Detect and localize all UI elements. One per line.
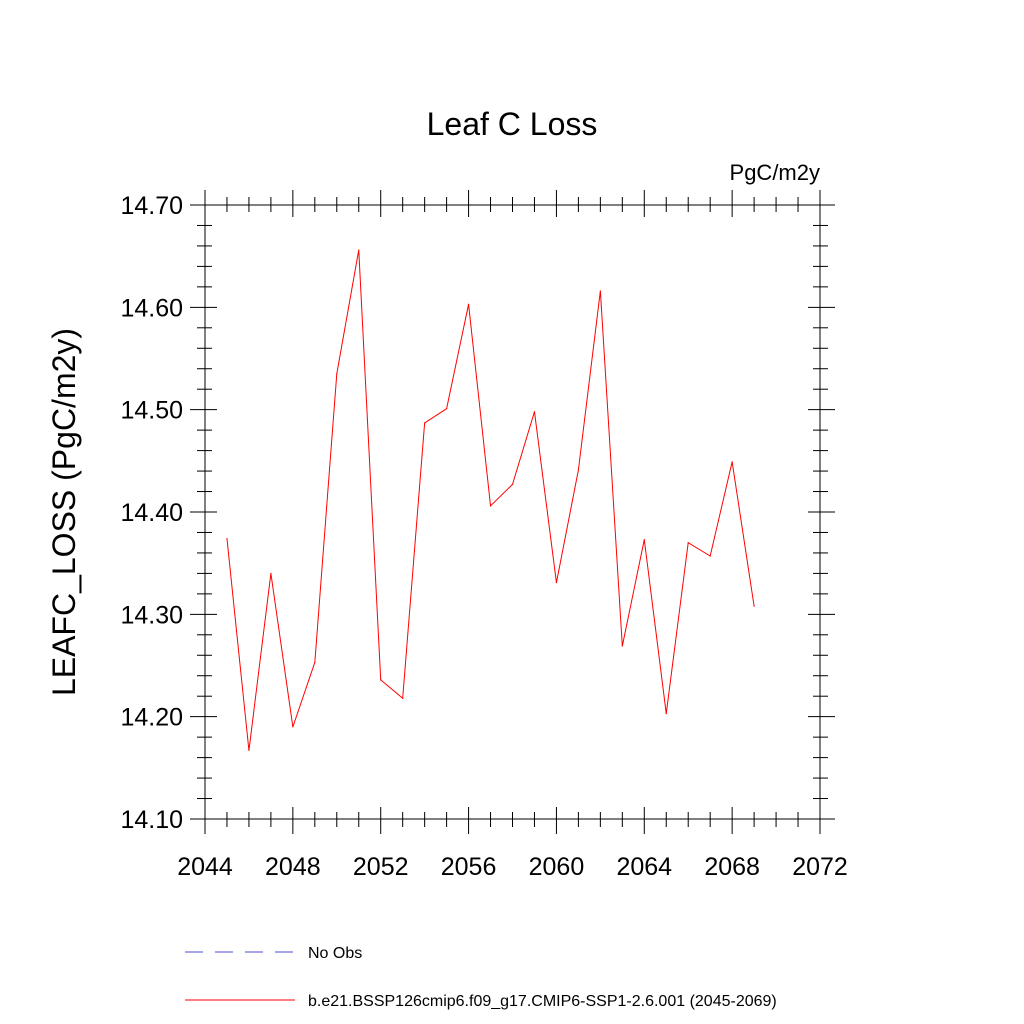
y-tick-label: 14.30 <box>120 601 183 629</box>
x-tick-labels: 2044 2048 2052 2056 2060 2064 2068 2072 <box>177 853 848 881</box>
x-tick-label: 2068 <box>704 853 760 881</box>
data-point <box>489 505 492 507</box>
data-point <box>621 645 623 647</box>
data-point <box>665 712 667 715</box>
data-point <box>533 411 536 413</box>
x-tick-label: 2060 <box>529 853 585 881</box>
data-point <box>577 469 579 471</box>
legend: No Obs b.e21.BSSP126cmip6.f09_g17.CMIP6-S… <box>185 945 777 1010</box>
series-line <box>226 249 755 751</box>
data-point <box>292 726 294 728</box>
data-point <box>511 483 514 485</box>
data-point <box>424 422 426 424</box>
data-point <box>336 373 338 375</box>
data-point <box>380 679 382 681</box>
major-ticks <box>190 190 835 834</box>
minor-ticks <box>197 197 828 827</box>
units-label: PgC/m2y <box>730 160 820 185</box>
data-point <box>731 461 733 463</box>
data-point <box>358 249 360 251</box>
y-tick-labels: 14.10 14.20 14.30 14.40 14.50 14.60 14.70 <box>120 192 183 834</box>
data-point <box>687 542 689 544</box>
y-tick-label: 14.50 <box>120 397 183 425</box>
data-point <box>555 582 558 584</box>
data-point <box>599 290 601 292</box>
y-tick-label: 14.60 <box>120 294 183 322</box>
x-tick-label: 2048 <box>265 853 321 881</box>
data-point <box>643 539 645 541</box>
x-tick-label: 2072 <box>792 853 848 881</box>
data-point <box>248 749 250 752</box>
x-tick-label: 2044 <box>177 853 233 881</box>
y-tick-label: 14.20 <box>120 704 183 732</box>
data-point <box>402 697 404 699</box>
data-point <box>226 538 228 540</box>
data-point <box>446 408 448 410</box>
legend-label: No Obs <box>308 945 362 962</box>
y-tick-label: 14.40 <box>120 499 183 527</box>
chart-title: Leaf C Loss <box>427 106 598 142</box>
y-axis-label: LEAFC_LOSS (PgC/m2y) <box>46 328 82 696</box>
y-tick-label: 14.10 <box>120 806 183 834</box>
plot-frame <box>204 204 821 820</box>
x-tick-label: 2064 <box>616 853 672 881</box>
data-point <box>753 605 755 607</box>
data-point <box>709 555 711 557</box>
x-tick-label: 2056 <box>441 853 497 881</box>
data-point <box>314 661 316 664</box>
data-point <box>270 572 272 575</box>
legend-label: b.e21.BSSP126cmip6.f09_g17.CMIP6-SSP1-2.… <box>308 993 777 1010</box>
series-layer <box>226 249 755 752</box>
y-tick-label: 14.70 <box>120 192 183 220</box>
data-point <box>467 303 470 305</box>
x-tick-label: 2052 <box>353 853 409 881</box>
